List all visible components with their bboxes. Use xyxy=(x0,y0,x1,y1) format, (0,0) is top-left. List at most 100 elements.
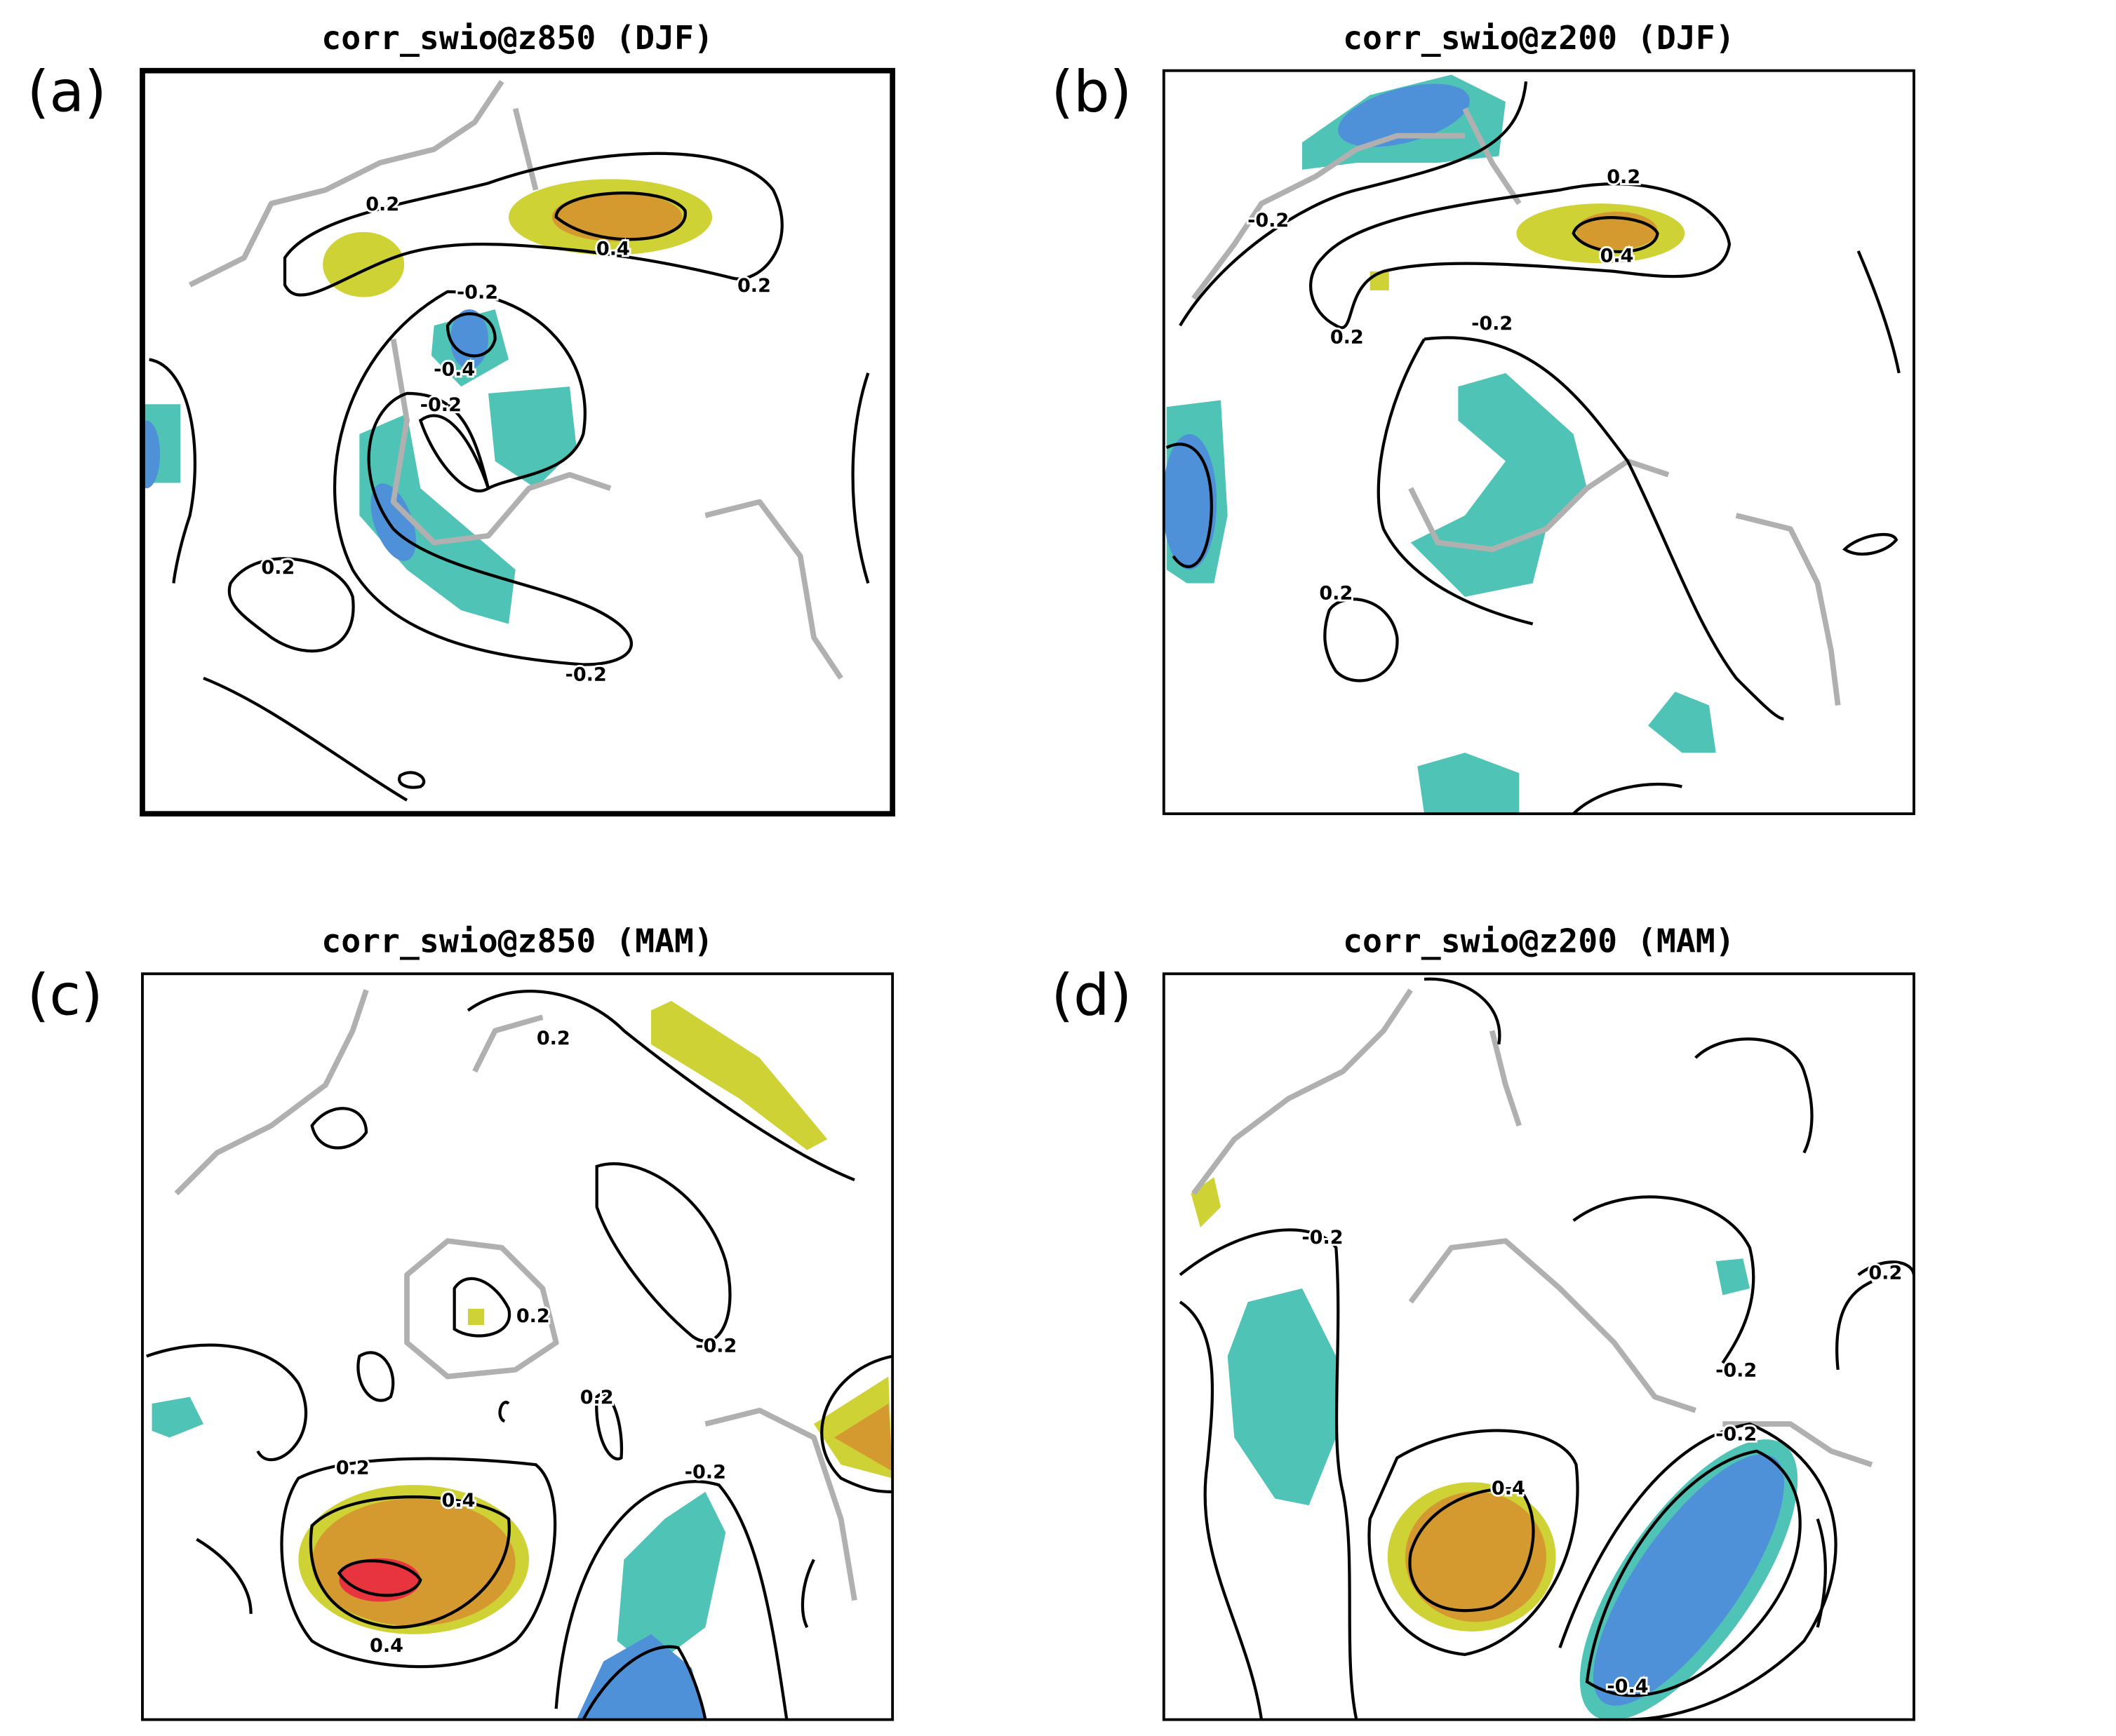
coastline xyxy=(1191,107,1841,706)
shade xyxy=(468,1308,485,1326)
contour-label: -0.2 xyxy=(1471,313,1513,335)
contour-label: -0.4 xyxy=(434,359,475,381)
contour xyxy=(1179,1228,1358,1720)
contour xyxy=(227,557,355,653)
contour-label: 0.2 xyxy=(366,194,399,215)
panel-frame xyxy=(1162,69,1915,816)
contour-label: 0.2 xyxy=(1868,1262,1902,1284)
contour-label: -0.2 xyxy=(1715,1360,1757,1382)
contour xyxy=(467,990,855,1182)
shade xyxy=(834,1404,893,1472)
contour xyxy=(851,372,870,584)
panel-label: (c) xyxy=(27,962,103,1028)
contour-label: 0.2 xyxy=(737,275,771,297)
contour xyxy=(1856,250,1901,374)
panel-title: corr_swio@z200 (MAM) xyxy=(1343,922,1735,960)
contour-label: 0.4 xyxy=(370,1635,403,1657)
shade xyxy=(312,1498,516,1627)
contour xyxy=(1558,1422,1837,1720)
contour-label: 0.2 xyxy=(336,1458,370,1479)
contour xyxy=(801,1559,815,1629)
contour xyxy=(280,1457,557,1669)
contour-label: -0.4 xyxy=(1607,1676,1648,1697)
contour xyxy=(310,1107,368,1150)
contour-label: 0.4 xyxy=(596,238,630,260)
contour xyxy=(554,1480,789,1720)
contour xyxy=(1572,1195,1755,1364)
contour-label: -0.2 xyxy=(695,1335,737,1357)
contour xyxy=(203,676,408,802)
contour xyxy=(196,1537,253,1614)
shade xyxy=(152,1397,203,1438)
contour-label: 0.2 xyxy=(516,1305,550,1327)
contour xyxy=(356,1351,395,1402)
panel-frame xyxy=(141,972,895,1721)
contour xyxy=(149,358,197,584)
panel-label: (a) xyxy=(27,60,107,126)
contour xyxy=(582,1645,707,1720)
shade xyxy=(1191,1177,1221,1227)
map-b xyxy=(1163,74,1901,814)
contour xyxy=(337,1559,422,1597)
contour-label: -0.2 xyxy=(457,282,498,304)
contour xyxy=(498,1401,510,1423)
contour-label: 0.2 xyxy=(1607,166,1640,188)
contour xyxy=(418,414,490,493)
contour-label: 0.4 xyxy=(442,1490,476,1512)
contour-label: 0.2 xyxy=(580,1387,614,1408)
contour-label: 0.4 xyxy=(1600,245,1634,267)
contour-label: -0.2 xyxy=(685,1462,726,1483)
contour xyxy=(595,1392,624,1461)
shade xyxy=(1338,83,1470,147)
contour xyxy=(1572,216,1659,253)
shade xyxy=(1417,753,1520,814)
contour-label: 0.2 xyxy=(537,1028,570,1049)
contour xyxy=(453,1277,511,1338)
shade xyxy=(142,420,161,489)
contour xyxy=(1408,1487,1535,1613)
map-a xyxy=(142,80,870,802)
contour-label: 0.2 xyxy=(1319,583,1353,605)
contour xyxy=(398,771,426,789)
contour xyxy=(1179,81,1528,327)
shade xyxy=(488,386,577,489)
shade xyxy=(1163,433,1217,570)
contour-label: 0.4 xyxy=(1492,1478,1525,1500)
contour xyxy=(820,1354,893,1493)
panel-title: corr_swio@z850 (MAM) xyxy=(321,922,714,960)
panel-label: (d) xyxy=(1051,962,1132,1028)
panel-frame xyxy=(1162,972,1915,1721)
contour xyxy=(1377,336,1784,720)
contour xyxy=(1694,1037,1814,1154)
coastline xyxy=(174,989,857,1601)
contour-label: 0.2 xyxy=(261,557,295,579)
contour xyxy=(1309,182,1732,330)
contour xyxy=(309,1495,511,1629)
contour-label: -0.2 xyxy=(565,664,607,686)
coastline xyxy=(188,80,843,680)
shade xyxy=(370,483,416,561)
shade xyxy=(1715,1258,1750,1296)
map-c xyxy=(146,989,893,1720)
shade xyxy=(1410,372,1587,597)
shade xyxy=(651,1000,828,1150)
contour xyxy=(1585,1449,1802,1697)
contour xyxy=(1323,598,1399,682)
panel-label: (b) xyxy=(1051,60,1132,126)
contour xyxy=(146,1343,308,1462)
contour-label: -0.2 xyxy=(1715,1423,1757,1445)
contour xyxy=(1165,443,1213,568)
shade xyxy=(1227,1288,1337,1506)
contour xyxy=(333,290,633,666)
contour xyxy=(446,312,497,358)
map-d xyxy=(1179,977,1914,1720)
contour-label: -0.2 xyxy=(1247,210,1289,231)
contour-label: 0.2 xyxy=(1330,326,1364,348)
shade xyxy=(576,1634,706,1720)
panel-title: corr_swio@z850 (DJF) xyxy=(321,19,714,57)
contour xyxy=(595,1162,732,1343)
shade xyxy=(1593,1454,1785,1706)
shade xyxy=(551,192,683,242)
